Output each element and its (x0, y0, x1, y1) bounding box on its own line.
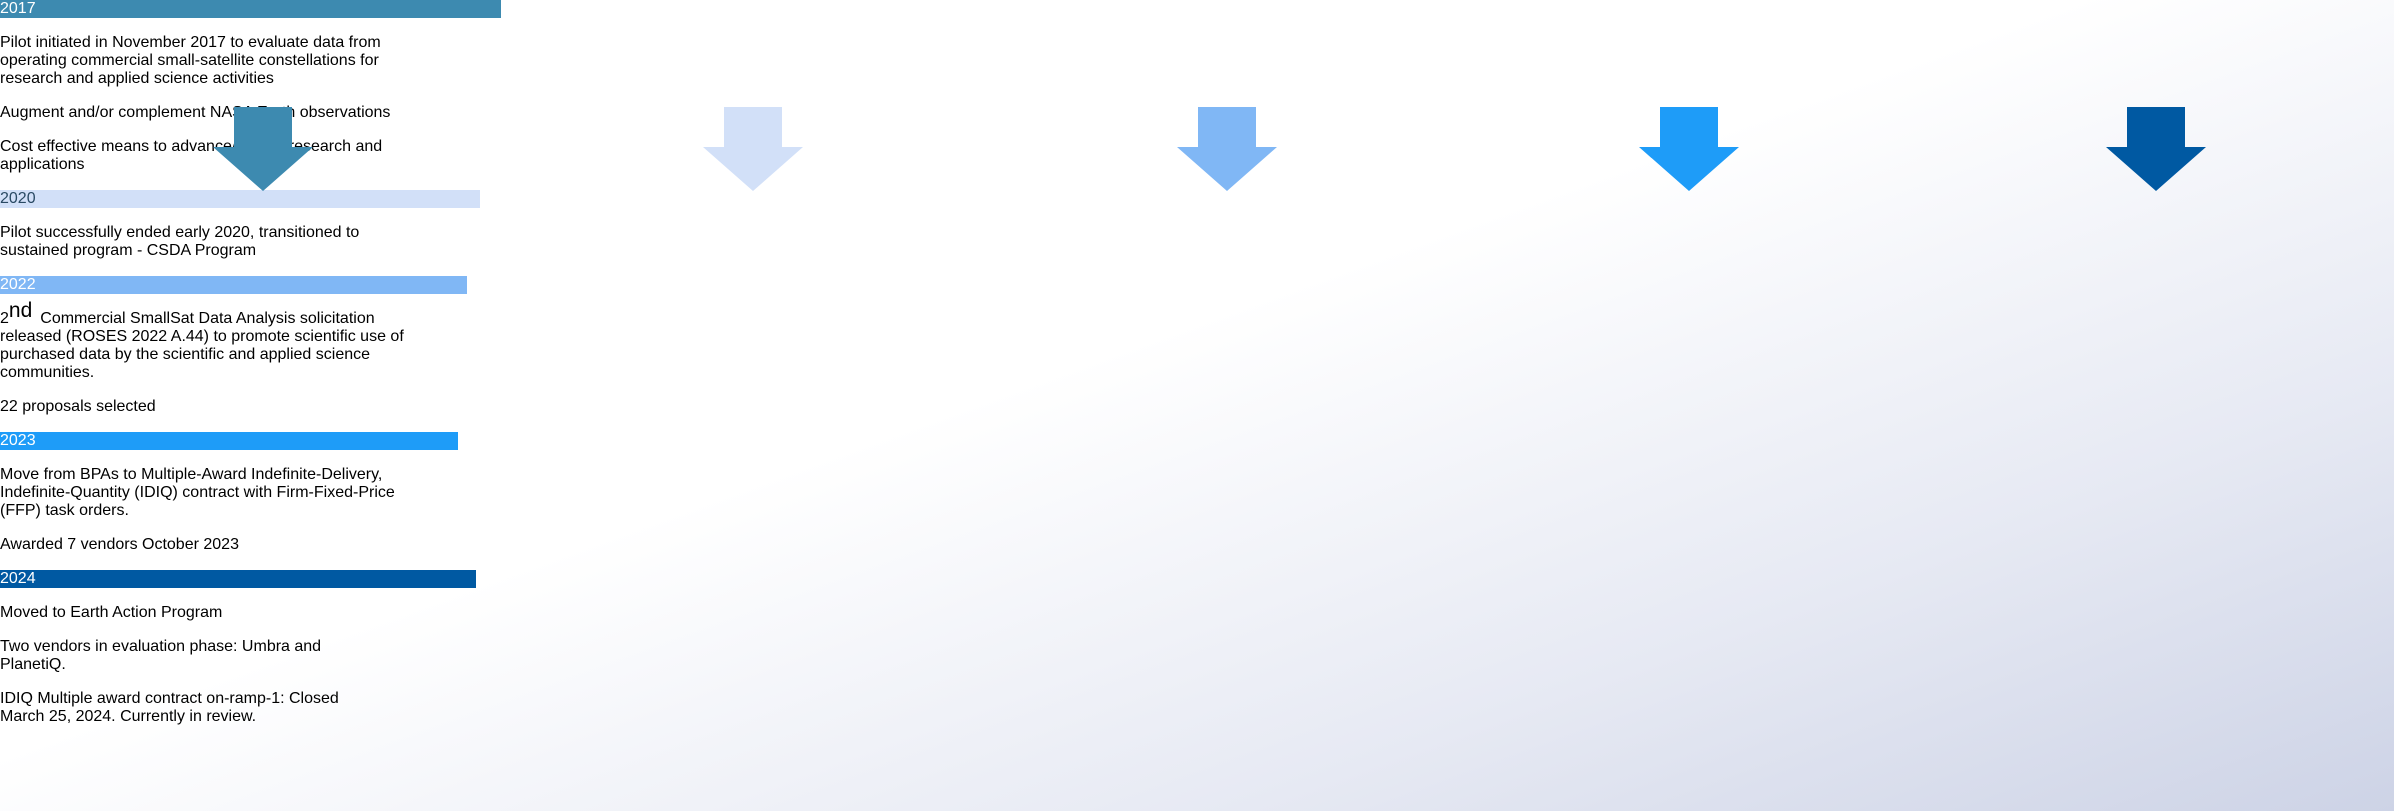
paragraph-text: Two vendors in evaluation phase: Umbra a… (0, 638, 322, 673)
paragraph: Awarded 7 vendors October 2023 (0, 536, 400, 554)
paragraph-text: Pilot successfully ended early 2020, tra… (0, 224, 360, 259)
year-header: 2022 (0, 276, 467, 294)
paragraph-text: Moved to Earth Action Program (0, 604, 223, 621)
paragraph: Two vendors in evaluation phase: Umbra a… (0, 638, 380, 674)
timeline: 2017 Pilot initiated in November 2017 to … (0, 0, 2206, 726)
paragraph: Move from BPAs to Multiple-Award Indefin… (0, 466, 400, 520)
paragraph-text: Pilot initiated in November 2017 to eval… (0, 34, 381, 87)
paragraph-text: Awarded 7 vendors October 2023 (0, 536, 239, 553)
description: Moved to Earth Action Program Two vendors… (0, 604, 380, 726)
ordinal-suffix: nd (8, 298, 33, 322)
description: 2nd Commercial SmallSat Data Analysis sol… (0, 300, 420, 416)
paragraph-text: Commercial SmallSat Data Analysis solici… (0, 310, 404, 381)
year-header: 2020 (0, 190, 480, 208)
paragraph: IDIQ Multiple award contract on-ramp-1: … (0, 690, 380, 726)
paragraph-text: Cost effective means to advance/extend r… (0, 138, 383, 173)
paragraph-text: 22 proposals selected (0, 398, 156, 415)
paragraph-text: IDIQ Multiple award contract on-ramp-1: … (0, 690, 339, 725)
paragraph: Augment and/or complement NASA Earth obs… (0, 104, 445, 122)
arrow (1639, 107, 1739, 191)
description: Move from BPAs to Multiple-Award Indefin… (0, 466, 400, 554)
paragraph-text: Move from BPAs to Multiple-Award Indefin… (0, 466, 395, 519)
ordinal-number: 2 (0, 310, 9, 327)
arrow (703, 107, 803, 191)
description: Pilot successfully ended early 2020, tra… (0, 224, 360, 260)
arrow (212, 107, 313, 191)
description: Pilot initiated in November 2017 to eval… (0, 34, 445, 174)
paragraph-text: Augment and/or complement NASA Earth obs… (0, 104, 391, 121)
paragraph: 22 proposals selected (0, 398, 420, 416)
year-header: 2017 (0, 0, 501, 18)
year-header: 2024 (0, 570, 476, 588)
paragraph: Pilot successfully ended early 2020, tra… (0, 224, 360, 260)
paragraph: 2nd Commercial SmallSat Data Analysis sol… (0, 300, 420, 382)
arrow (1176, 107, 1277, 191)
arrow (2106, 107, 2206, 191)
paragraph: Moved to Earth Action Program (0, 604, 380, 622)
year-header: 2023 (0, 432, 458, 450)
paragraph: Pilot initiated in November 2017 to eval… (0, 34, 445, 88)
